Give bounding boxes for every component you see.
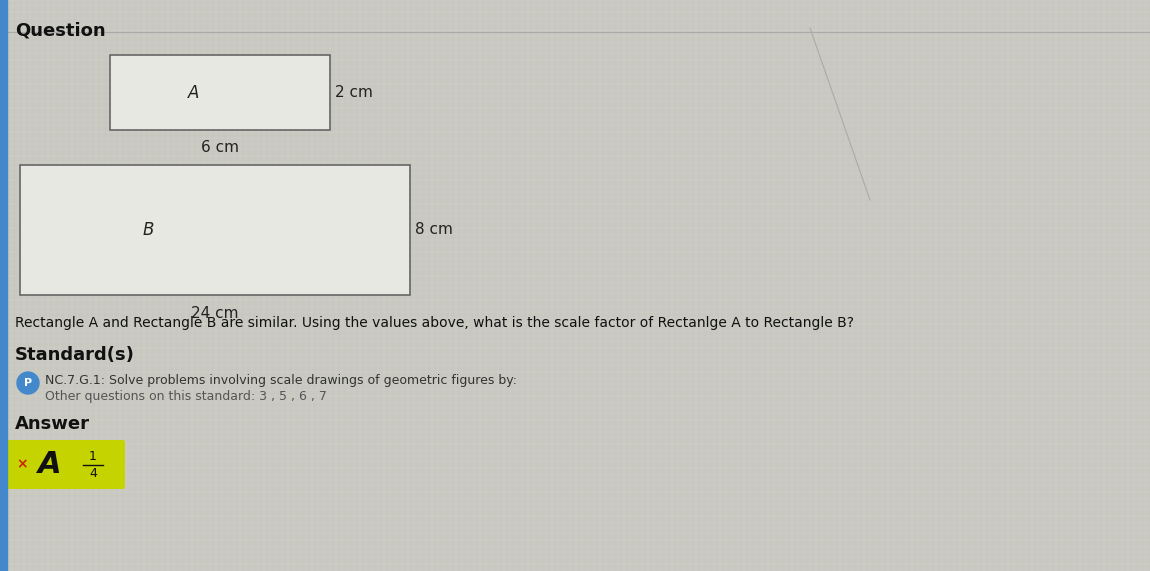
Circle shape bbox=[17, 372, 39, 394]
Text: A: A bbox=[187, 83, 199, 102]
Text: Other questions on this standard: 3 , 5 , 6 , 7: Other questions on this standard: 3 , 5 … bbox=[45, 390, 327, 403]
FancyBboxPatch shape bbox=[6, 440, 125, 489]
Text: Answer: Answer bbox=[15, 415, 90, 433]
Text: NC.7.G.1: Solve problems involving scale drawings of geometric figures by:: NC.7.G.1: Solve problems involving scale… bbox=[45, 374, 518, 387]
Text: B: B bbox=[143, 221, 154, 239]
Text: 24 cm: 24 cm bbox=[191, 305, 239, 320]
Text: 8 cm: 8 cm bbox=[415, 223, 453, 238]
Bar bbox=[20, 165, 411, 295]
Bar bbox=[0, 0, 7, 571]
Text: P: P bbox=[24, 378, 32, 388]
Text: Standard(s): Standard(s) bbox=[15, 346, 135, 364]
Text: Question: Question bbox=[15, 22, 106, 40]
Text: Rectangle A and Rectangle B are similar. Using the values above, what is the sca: Rectangle A and Rectangle B are similar.… bbox=[15, 316, 854, 330]
Text: 4: 4 bbox=[89, 467, 97, 480]
Text: ×: × bbox=[16, 457, 28, 472]
Bar bbox=[110, 55, 330, 130]
Text: 2 cm: 2 cm bbox=[335, 85, 373, 100]
Text: 1: 1 bbox=[89, 450, 97, 463]
Text: 6 cm: 6 cm bbox=[201, 140, 239, 155]
Text: A: A bbox=[38, 450, 62, 479]
